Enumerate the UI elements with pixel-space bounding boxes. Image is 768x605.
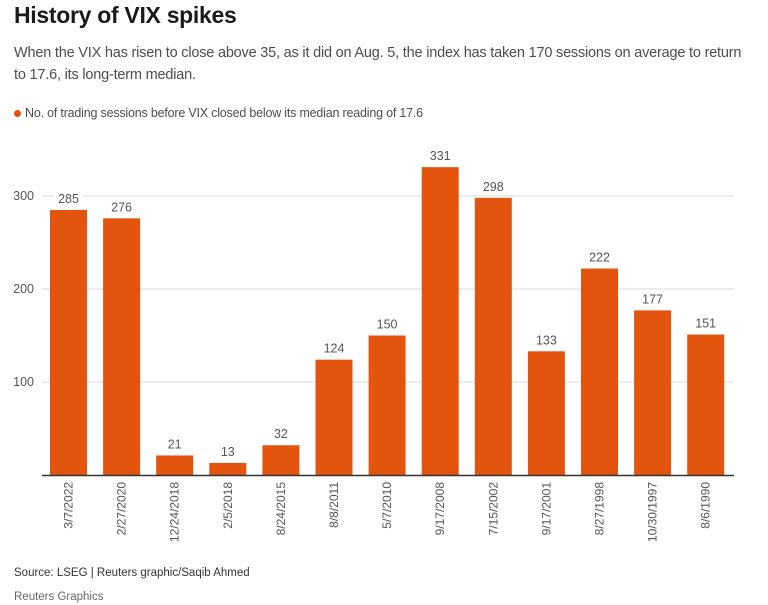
x-tick-label: 8/27/1998	[593, 482, 607, 536]
bar	[527, 351, 565, 475]
data-labels: 285 276 21 13 32 124 150 331 298 133 222 177 151	[54, 149, 720, 459]
x-tick-label: 3/7/2022	[62, 482, 76, 529]
bar-chart: 100 200 300 285 276 21 13 32 124 150 331 298 133 222…	[13, 149, 734, 542]
bar	[156, 455, 194, 475]
legend-swatch-icon	[14, 109, 21, 117]
data-label: 124	[324, 342, 345, 356]
data-label-background	[320, 341, 348, 356]
data-label: 150	[377, 318, 398, 332]
x-tick-label: 2/5/2018	[221, 482, 235, 529]
legend: No. of trading sessions before VIX close…	[14, 106, 423, 120]
bar	[262, 445, 300, 475]
x-tick-label: 8/24/2015	[274, 482, 288, 536]
source-note: Source: LSEG | Reuters graphic/Saqib Ahm…	[14, 567, 250, 579]
data-label: 151	[695, 317, 716, 331]
x-tick-label: 8/8/2011	[327, 482, 341, 528]
bar	[209, 462, 247, 475]
x-tick-label: 5/7/2010	[380, 482, 394, 529]
bar	[581, 268, 618, 475]
data-label: 331	[430, 149, 451, 163]
data-label-background	[426, 149, 455, 164]
y-tick-label: 100	[13, 375, 34, 389]
data-label: 32	[274, 427, 288, 441]
bar	[103, 218, 141, 475]
chart-title: History of VIX spikes	[14, 2, 237, 28]
chart-subtitle: When the VIX has risen to close above 35…	[14, 45, 742, 83]
data-label-background	[691, 316, 720, 331]
data-label: 276	[111, 200, 132, 214]
data-label-background	[107, 200, 136, 215]
bar	[687, 334, 725, 475]
data-label-background	[373, 317, 402, 332]
data-label-background	[479, 179, 508, 194]
data-label-background	[532, 333, 561, 348]
bars	[50, 167, 725, 476]
data-label: 177	[642, 292, 663, 306]
bar	[421, 167, 459, 476]
x-tick-label: 7/15/2002	[486, 482, 500, 536]
data-label: 298	[483, 180, 504, 194]
bar	[315, 359, 353, 475]
data-label-background	[638, 292, 667, 307]
legend-label: No. of trading sessions before VIX close…	[25, 106, 423, 120]
x-tick-label: 2/27/2020	[115, 482, 129, 536]
x-axis-ticks: 3/7/2022 2/27/2020 12/24/2018 2/5/2018 8/24/…	[62, 482, 713, 542]
bar	[634, 310, 672, 475]
bar	[474, 197, 512, 476]
x-tick-label: 10/30/1997	[646, 482, 660, 542]
bar	[50, 209, 87, 475]
x-tick-label: 9/17/2001	[539, 482, 553, 536]
data-label-background	[213, 444, 242, 459]
data-label: 13	[221, 445, 235, 459]
bar	[368, 335, 406, 475]
data-label: 21	[168, 437, 182, 451]
data-label: 285	[58, 192, 79, 206]
data-label-background	[266, 427, 295, 442]
data-label-background	[585, 250, 614, 265]
data-label: 222	[589, 251, 610, 265]
y-tick-label: 200	[13, 282, 34, 296]
data-label-background	[54, 191, 83, 206]
data-label-background	[160, 437, 189, 452]
x-tick-label: 8/6/1990	[699, 482, 713, 529]
y-axis-ticks: 100 200 300	[13, 189, 34, 389]
x-tick-label: 9/17/2008	[433, 482, 447, 536]
x-tick-label: 12/24/2018	[168, 482, 182, 542]
credit-note: Reuters Graphics	[14, 591, 104, 603]
data-label: 133	[536, 333, 557, 347]
y-tick-label: 300	[13, 189, 34, 203]
